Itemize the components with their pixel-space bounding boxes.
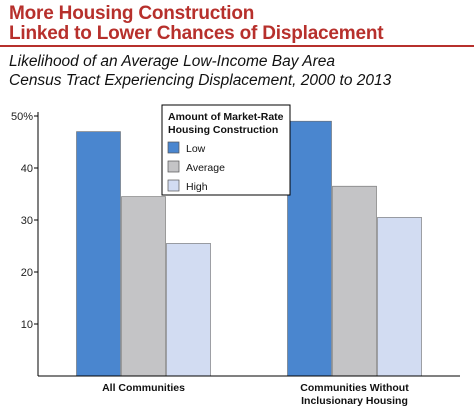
legend-items-group: Low Average High <box>167 141 225 193</box>
category-label: All Communities <box>102 382 185 394</box>
bar-low <box>287 120 332 377</box>
legend-label-low: Low <box>186 143 206 155</box>
legend-label-average: Average <box>186 162 225 174</box>
bar-high <box>166 243 211 377</box>
legend-title-line: Housing Construction <box>168 124 278 136</box>
category-label: Inclusionary Housing <box>301 395 408 407</box>
legend-swatch-average <box>167 160 180 173</box>
category-label: Communities Without <box>300 382 409 394</box>
bar-average <box>332 185 377 377</box>
title-band: More Housing Construction Linked to Lowe… <box>0 0 474 46</box>
y-tick-label: 40 <box>21 163 33 175</box>
y-tick-label: 20 <box>21 267 33 279</box>
title-rule <box>0 45 474 47</box>
legend-box <box>161 104 291 196</box>
y-ticks-group: 10 20 30 40 50% <box>11 111 38 331</box>
chart-title-line-2: Linked to Lower Chances of Displacement <box>9 23 384 44</box>
y-tick-label: 50% <box>11 111 33 123</box>
bar-high <box>377 217 422 377</box>
y-tick-label: 30 <box>21 215 33 227</box>
bar-average <box>121 196 166 377</box>
legend-title-line: Amount of Market-Rate <box>168 111 284 123</box>
legend-swatch-low <box>167 141 180 154</box>
category-labels-group: All Communities Communities WithoutInclus… <box>102 382 409 407</box>
legend-label-high: High <box>186 181 208 193</box>
legend-swatch-high <box>167 179 180 192</box>
chart-title-line-1: More Housing Construction <box>9 3 255 24</box>
chart-subtitle-line-1: Likelihood of an Average Low-Income Bay … <box>9 53 335 70</box>
chart-subtitle-line-2: Census Tract Experiencing Displacement, … <box>9 72 392 89</box>
bar-low <box>76 131 121 377</box>
y-tick-label: 10 <box>21 319 33 331</box>
